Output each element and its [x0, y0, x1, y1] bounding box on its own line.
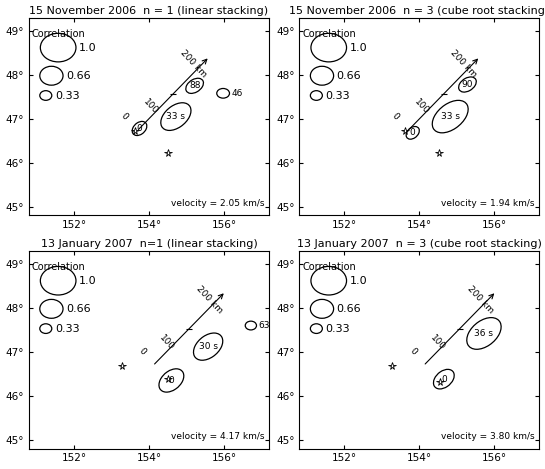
Text: 100: 100 — [428, 333, 447, 352]
Text: 0.33: 0.33 — [325, 91, 350, 100]
Text: 0.66: 0.66 — [66, 71, 90, 81]
Text: 63: 63 — [258, 321, 270, 330]
Text: 46: 46 — [232, 89, 243, 98]
Text: velocity = 1.94 km/s: velocity = 1.94 km/s — [441, 198, 535, 208]
Text: Correlation: Correlation — [302, 29, 356, 39]
Text: 36 s: 36 s — [475, 329, 493, 338]
Text: 0.33: 0.33 — [55, 91, 80, 100]
Text: 0: 0 — [410, 129, 416, 137]
Text: 0: 0 — [390, 112, 401, 122]
Text: Correlation: Correlation — [32, 29, 86, 39]
Text: 33 s: 33 s — [441, 112, 460, 121]
Text: 88: 88 — [189, 81, 201, 91]
Title: 13 January 2007  n = 3 (cube root stacking): 13 January 2007 n = 3 (cube root stackin… — [297, 239, 542, 249]
Text: 100: 100 — [412, 97, 431, 116]
Text: 90: 90 — [462, 80, 473, 89]
Text: 0: 0 — [137, 346, 147, 356]
Text: 0.66: 0.66 — [337, 304, 361, 314]
Text: 0.33: 0.33 — [325, 324, 350, 333]
Text: 0.66: 0.66 — [337, 71, 361, 81]
Text: velocity = 3.80 km/s: velocity = 3.80 km/s — [441, 431, 535, 441]
Text: 30 s: 30 s — [198, 342, 217, 351]
Text: 0: 0 — [168, 376, 174, 385]
Title: 15 November 2006  n = 1 (linear stacking): 15 November 2006 n = 1 (linear stacking) — [29, 6, 269, 15]
Text: 0: 0 — [441, 375, 447, 384]
Text: 1.0: 1.0 — [349, 276, 367, 286]
Text: 200 km: 200 km — [449, 48, 479, 79]
Text: 100: 100 — [158, 333, 176, 352]
Title: 15 November 2006  n = 3 (cube root stacking): 15 November 2006 n = 3 (cube root stacki… — [289, 6, 545, 15]
Text: 0: 0 — [119, 112, 130, 122]
Text: 200 km: 200 km — [195, 285, 225, 316]
Text: velocity = 4.17 km/s: velocity = 4.17 km/s — [171, 431, 264, 441]
Text: 1.0: 1.0 — [79, 276, 96, 286]
Text: Correlation: Correlation — [302, 262, 356, 272]
Text: 200 km: 200 km — [178, 48, 208, 79]
Text: 1.0: 1.0 — [79, 43, 96, 53]
Text: 0.66: 0.66 — [66, 304, 90, 314]
Text: 100: 100 — [142, 97, 160, 116]
Text: 33 s: 33 s — [166, 112, 185, 121]
Title: 13 January 2007  n=1 (linear stacking): 13 January 2007 n=1 (linear stacking) — [40, 239, 257, 249]
Text: 0.33: 0.33 — [55, 324, 80, 333]
Text: velocity = 2.05 km/s: velocity = 2.05 km/s — [171, 198, 264, 208]
Text: 0: 0 — [137, 124, 142, 133]
Text: Correlation: Correlation — [32, 262, 86, 272]
Text: 1.0: 1.0 — [349, 43, 367, 53]
Text: 200 km: 200 km — [465, 285, 495, 316]
Text: 0: 0 — [408, 346, 418, 356]
